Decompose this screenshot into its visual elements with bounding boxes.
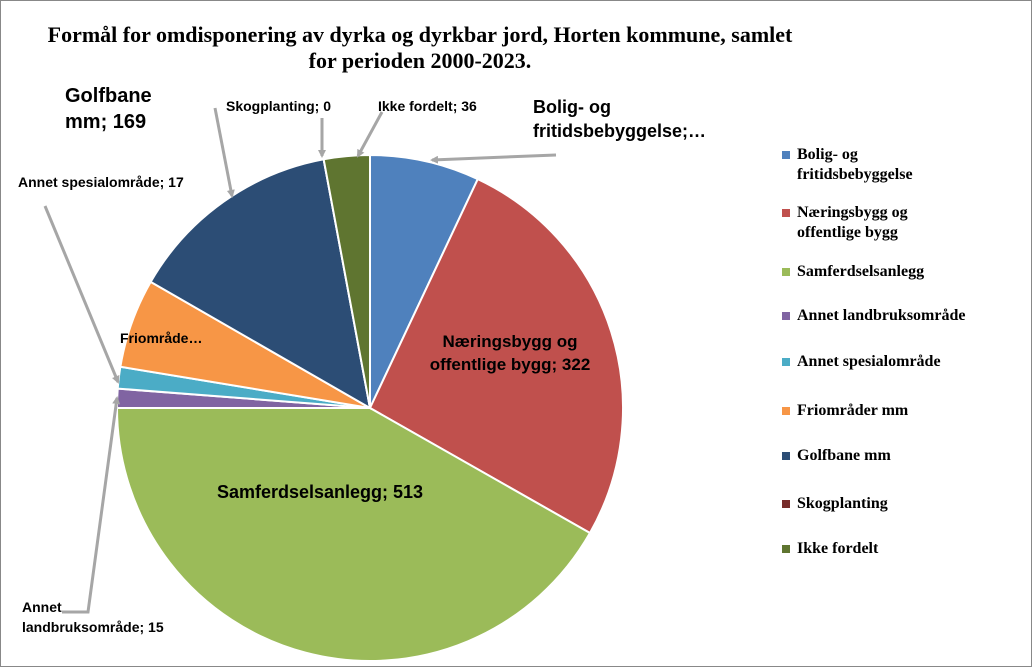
legend-swatch (782, 452, 790, 460)
leader-line (356, 111, 384, 158)
pie-slice (115, 407, 592, 662)
legend-item: Samferdselsanlegg (782, 262, 1032, 282)
legend-item: Friområder mm (782, 401, 1032, 421)
pie-slice (322, 153, 371, 409)
legend-item: Golfbane mm (782, 446, 1032, 466)
data-label: Samferdselsanlegg; 513 (216, 482, 424, 502)
legend-swatch (782, 545, 790, 553)
legend-item: Ikke fordelt (782, 539, 1032, 559)
legend-item: Bolig- og fritidsbebyggelse (782, 145, 1032, 185)
legend-swatch (782, 500, 790, 508)
legend-label: Annet landbruksområde (797, 307, 966, 324)
legend-swatch (782, 358, 790, 366)
data-label: Golfbane mm; 169 (65, 85, 152, 133)
data-label: Næringsbygg og offentlige bygg; 322 (429, 332, 591, 374)
legend-swatch (782, 151, 790, 159)
data-label: Skogplanting; 0 (226, 98, 331, 114)
data-label: Annet landbruksområde; 15 (22, 599, 164, 635)
data-label: Bolig- og fritidsbebyggelse;… (533, 97, 707, 141)
legend-label: Samferdselsanlegg (797, 263, 925, 280)
pie-slice (369, 153, 480, 409)
legend-item: Annet landbruksområde (782, 306, 1032, 326)
legend-label: Golfbane mm (797, 447, 891, 464)
legend-swatch (782, 209, 790, 217)
pie-slice (149, 158, 372, 410)
legend-swatch (782, 407, 790, 415)
leader-line (62, 396, 121, 614)
data-label: Annet spesialområde; 17 (18, 174, 184, 190)
legend-swatch (782, 268, 790, 276)
legend-item: Annet spesialområde (782, 352, 1032, 372)
leader-line (43, 205, 120, 384)
legend-label: Ikke fordelt (797, 540, 879, 557)
pie-slice (368, 177, 624, 535)
data-label: Friområde… (120, 330, 203, 346)
leader-line (430, 153, 557, 164)
legend-item: Skogplanting (782, 494, 1032, 514)
legend-item: Næringsbygg og offentlige bygg (782, 203, 1032, 243)
leader-line (213, 107, 235, 198)
legend-swatch (782, 312, 790, 320)
data-label: Ikke fordelt; 36 (378, 98, 477, 114)
legend-label: Friområder mm (797, 402, 909, 419)
chart-title: Formål for omdisponering av dyrka og dyr… (47, 22, 793, 73)
legend-label: Næringsbygg og offentlige bygg (797, 204, 908, 241)
legend-label: Bolig- og fritidsbebyggelse (797, 146, 913, 183)
legend-label: Annet spesialområde (797, 353, 941, 370)
legend-label: Skogplanting (797, 495, 888, 512)
